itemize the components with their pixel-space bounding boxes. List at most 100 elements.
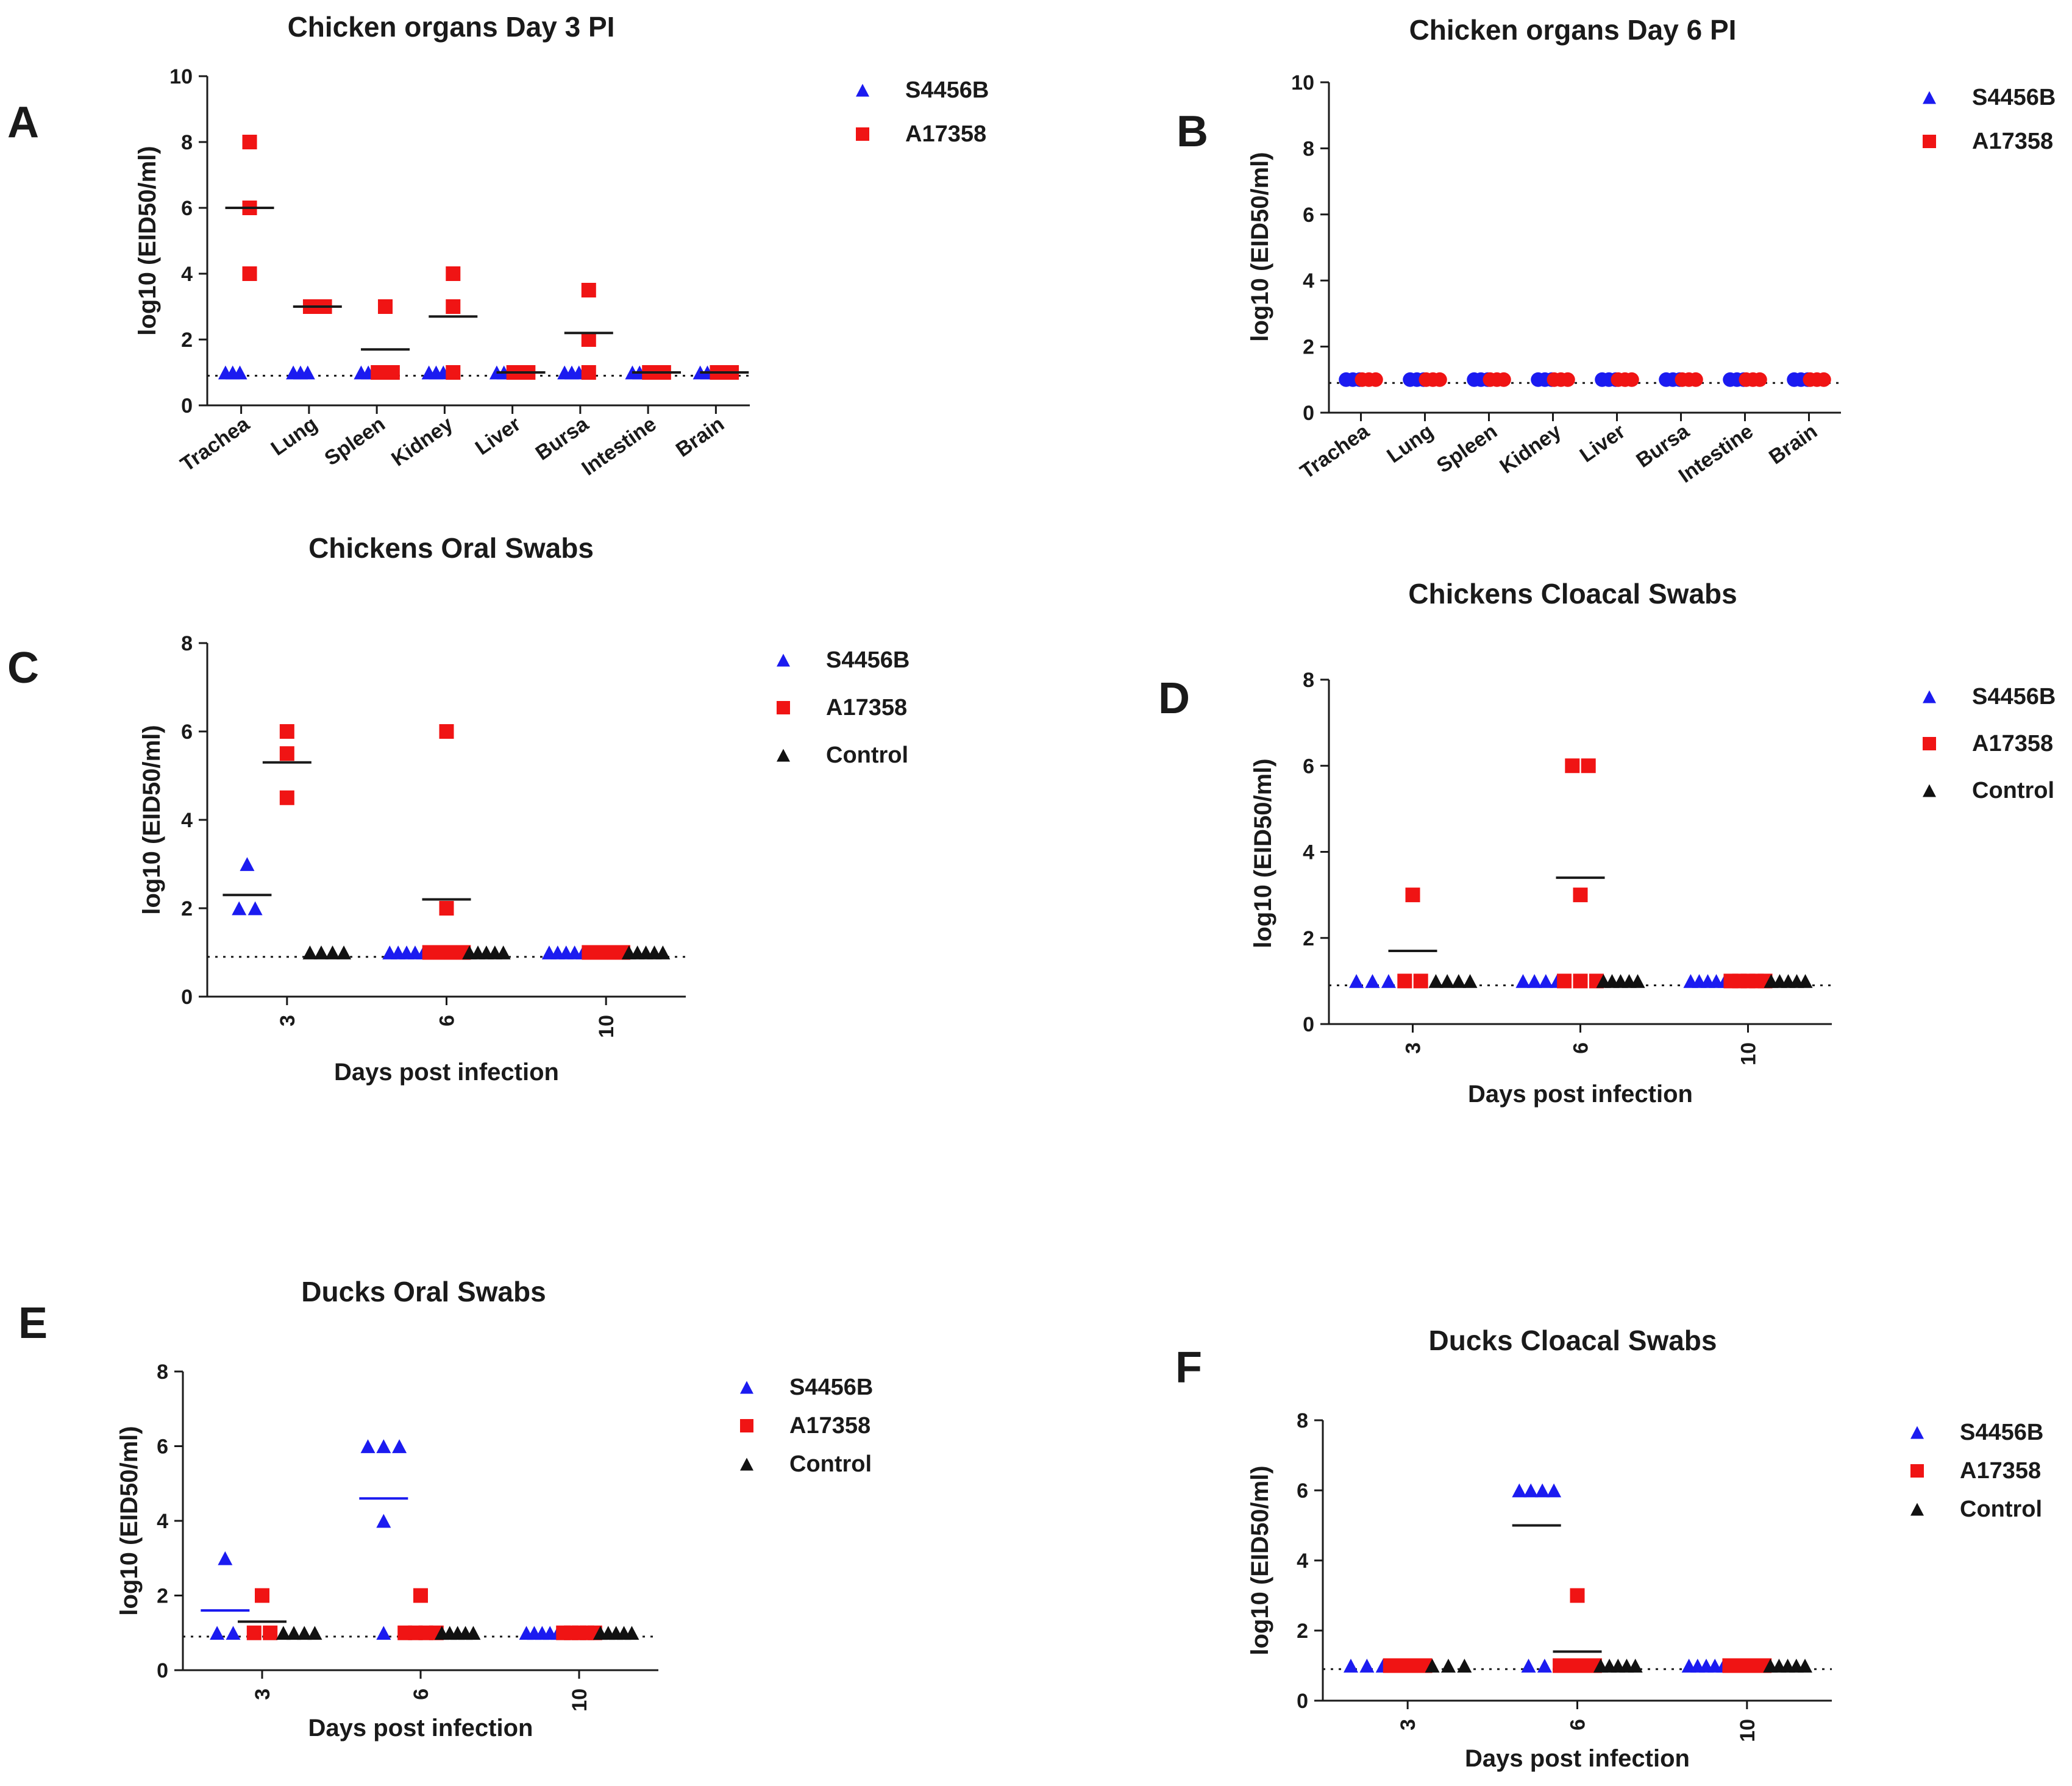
data-point-s4456b bbox=[1365, 973, 1380, 988]
data-point-s4456b bbox=[376, 1439, 391, 1453]
data-point-a17358 bbox=[1565, 758, 1580, 774]
data-point-control bbox=[1440, 973, 1455, 988]
data-point-a17358 bbox=[255, 1588, 269, 1603]
y-tick-label: 4 bbox=[181, 263, 193, 286]
legend-label-s4456b: S4456B bbox=[789, 1375, 873, 1400]
y-tick-label: 8 bbox=[1303, 137, 1314, 160]
legend-marker-a17358 bbox=[777, 701, 790, 714]
data-point-control bbox=[313, 945, 329, 959]
data-point-s4456b bbox=[376, 1514, 391, 1528]
y-tick-label: 2 bbox=[1303, 927, 1314, 950]
data-point-a17358 bbox=[1573, 973, 1588, 989]
y-tick-label: 6 bbox=[181, 197, 193, 220]
panel-letter: B bbox=[1177, 107, 1208, 156]
data-point-a17358 bbox=[378, 299, 393, 314]
legend-marker-a17358 bbox=[1923, 737, 1936, 750]
legend-marker-s4456b bbox=[1910, 1426, 1924, 1439]
y-tick-label: 0 bbox=[157, 1659, 168, 1682]
x-tick-label: 10 bbox=[568, 1688, 591, 1712]
data-point-a17358 bbox=[1688, 372, 1703, 387]
data-point-a17358 bbox=[371, 365, 386, 380]
x-tick-label: Lung bbox=[1383, 419, 1437, 468]
data-point-control bbox=[325, 945, 340, 959]
x-tick-label: Liver bbox=[1576, 419, 1629, 467]
data-point-control bbox=[302, 945, 318, 959]
legend-label-a17358: A17358 bbox=[1972, 129, 2053, 154]
data-point-control bbox=[336, 945, 352, 959]
x-tick-label: 6 bbox=[1570, 1042, 1593, 1054]
y-axis-label: log10 (EID50/ml) bbox=[1247, 1465, 1273, 1655]
x-tick-label: 3 bbox=[1397, 1719, 1420, 1731]
data-point-s4456b bbox=[226, 1626, 241, 1640]
y-tick-label: 6 bbox=[1297, 1479, 1308, 1503]
y-tick-label: 4 bbox=[1303, 269, 1314, 293]
y-tick-label: 0 bbox=[1297, 1690, 1308, 1713]
data-point-a17358 bbox=[242, 266, 257, 281]
x-tick-label: Trachea bbox=[176, 412, 254, 476]
legend-label-control: Control bbox=[789, 1451, 872, 1477]
data-point-a17358 bbox=[581, 332, 596, 347]
data-point-s4456b bbox=[1512, 1483, 1527, 1498]
data-point-control bbox=[276, 1626, 291, 1640]
x-axis-label: Days post infection bbox=[1465, 1745, 1690, 1772]
x-tick-label: Trachea bbox=[1296, 419, 1374, 483]
legend-marker-a17358 bbox=[740, 1419, 753, 1432]
x-tick-label: 10 bbox=[1737, 1042, 1760, 1066]
data-point-s4456b bbox=[1538, 973, 1553, 988]
data-point-control bbox=[1798, 1659, 1813, 1673]
data-point-control bbox=[655, 945, 671, 959]
data-point-a17358 bbox=[446, 266, 461, 281]
data-point-s4456b bbox=[1523, 1483, 1539, 1498]
chart-panel-e: E Ducks Oral Swabs 0 2 4 6 8 log10 (EID50/ml) 3 6… bbox=[18, 1276, 873, 1742]
x-tick-label: 6 bbox=[410, 1688, 433, 1700]
data-point-s4456b bbox=[1535, 1483, 1550, 1498]
data-point-s4456b bbox=[218, 1551, 233, 1565]
legend-label-s4456b: S4456B bbox=[1960, 1420, 2043, 1445]
data-point-s4456b bbox=[392, 1439, 407, 1453]
data-point-s4456b bbox=[1381, 973, 1396, 988]
legend-label-control: Control bbox=[1972, 778, 2054, 803]
data-point-s4456b bbox=[1515, 973, 1531, 988]
panel-letter: C bbox=[7, 644, 39, 692]
data-point-a17358 bbox=[446, 365, 461, 380]
data-point-a17358 bbox=[581, 283, 596, 297]
legend-label-s4456b: S4456B bbox=[826, 647, 910, 673]
y-tick-label: 8 bbox=[1297, 1409, 1308, 1432]
data-point-a17358 bbox=[1496, 372, 1511, 387]
data-point-s4456b bbox=[232, 901, 247, 916]
data-point-a17358 bbox=[581, 365, 596, 380]
data-point-control bbox=[1425, 1659, 1440, 1673]
data-point-control bbox=[1428, 973, 1444, 988]
data-point-a17358 bbox=[1560, 372, 1575, 387]
legend-label-s4456b: S4456B bbox=[905, 77, 989, 103]
legend-marker-s4456b bbox=[856, 84, 869, 97]
data-point-a17358 bbox=[1752, 372, 1767, 387]
y-tick-label: 0 bbox=[1303, 1013, 1314, 1036]
data-point-control bbox=[307, 1626, 322, 1640]
legend-marker-a17358 bbox=[1910, 1464, 1924, 1478]
y-tick-label: 10 bbox=[169, 65, 193, 88]
x-tick-label: Liver bbox=[471, 412, 525, 460]
data-point-a17358 bbox=[1397, 973, 1412, 989]
panel-letter: D bbox=[1158, 674, 1190, 723]
legend-marker-a17358 bbox=[1923, 135, 1936, 148]
y-axis-label: log10 (EID50/ml) bbox=[116, 1426, 143, 1615]
y-tick-label: 2 bbox=[1297, 1620, 1308, 1643]
y-axis-label: log10 (EID50/ml) bbox=[1247, 152, 1273, 341]
legend-marker-s4456b bbox=[777, 653, 790, 667]
x-tick-label: Lung bbox=[267, 412, 322, 460]
data-point-a17358 bbox=[279, 790, 294, 805]
data-point-a17358 bbox=[385, 365, 400, 380]
x-tick-label: Kidney bbox=[387, 412, 457, 471]
y-tick-label: 6 bbox=[181, 720, 193, 744]
data-point-s4456b bbox=[1537, 1659, 1552, 1673]
x-tick-label: Spleen bbox=[1433, 419, 1501, 477]
x-tick-label: 3 bbox=[251, 1688, 274, 1700]
data-point-a17358 bbox=[1573, 888, 1588, 903]
data-point-control bbox=[1798, 973, 1813, 988]
y-tick-label: 6 bbox=[157, 1436, 168, 1459]
legend-marker-s4456b bbox=[1923, 91, 1936, 104]
y-tick-label: 8 bbox=[157, 1361, 168, 1384]
y-tick-label: 4 bbox=[1303, 841, 1314, 864]
data-point-control bbox=[1457, 1659, 1472, 1673]
